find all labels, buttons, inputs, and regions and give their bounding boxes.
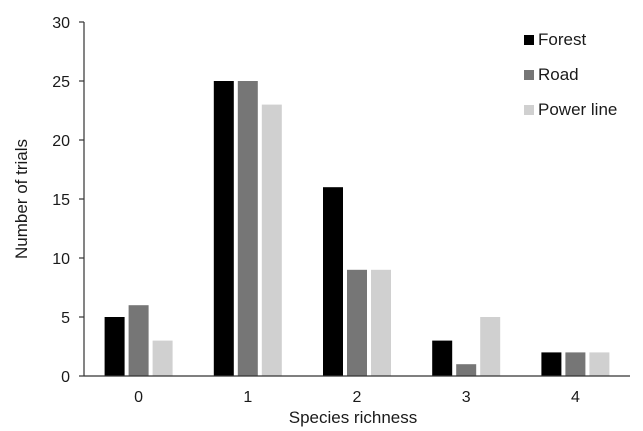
y-tick-label: 10: [52, 251, 70, 268]
bar-road-3: [456, 364, 477, 376]
bar-forest-4: [541, 352, 562, 376]
bar-power-line-3: [480, 317, 501, 376]
bar-road-4: [565, 352, 586, 376]
bar-power-line-1: [261, 104, 282, 376]
bars: [104, 81, 610, 376]
y-tick-label: 0: [61, 369, 70, 386]
bar-forest-1: [213, 81, 234, 376]
y-tick-label: 25: [52, 74, 70, 91]
bar-road-0: [128, 305, 149, 376]
legend-label: Road: [538, 65, 579, 84]
bar-road-1: [237, 81, 258, 376]
bar-power-line-0: [152, 340, 173, 376]
y-axis-title: Number of trials: [12, 139, 31, 259]
x-tick-label: 3: [462, 389, 471, 406]
y-tick-label: 15: [52, 192, 70, 209]
x-tick-label: 1: [243, 389, 252, 406]
legend-swatch: [524, 70, 534, 80]
legend: Forest Road Power line: [524, 30, 617, 119]
legend-swatch: [524, 105, 534, 115]
bar-forest-2: [323, 187, 343, 376]
y-tick-label: 5: [61, 310, 70, 327]
y-tick-label: 30: [52, 15, 70, 32]
y-axis-ticks: 0 5 10 15 20 25 30: [52, 15, 84, 386]
x-axis-title: Species richness: [289, 408, 418, 427]
legend-label: Forest: [538, 30, 586, 49]
bar-forest-3: [432, 340, 453, 376]
bar-power-line-4: [589, 352, 610, 376]
y-tick-label: 20: [52, 133, 70, 150]
bar-power-line-2: [371, 269, 391, 376]
x-axis-ticks: 0 1 2 3 4: [134, 389, 580, 406]
legend-swatch: [524, 35, 534, 45]
x-tick-label: 4: [571, 389, 580, 406]
legend-label: Power line: [538, 100, 617, 119]
bar-forest-0: [104, 317, 125, 376]
bar-road-2: [347, 269, 367, 376]
x-tick-label: 0: [134, 389, 143, 406]
x-tick-label: 2: [353, 389, 362, 406]
